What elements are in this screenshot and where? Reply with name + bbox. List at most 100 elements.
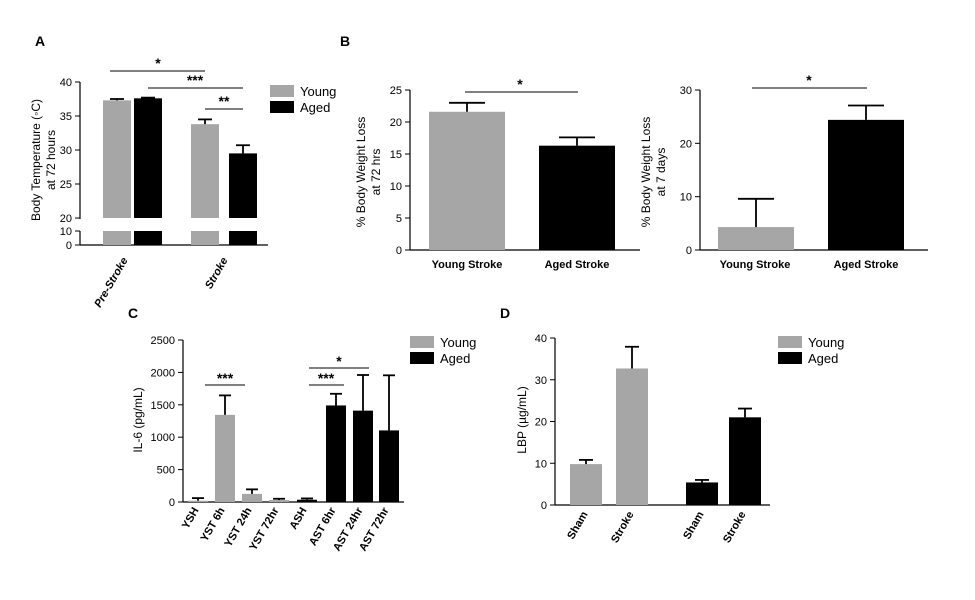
panel-letter-a: A [35, 33, 45, 49]
significance-marker: * [155, 55, 161, 71]
bar-young [429, 111, 505, 250]
legend-swatch-young [270, 85, 294, 97]
bar-young [103, 100, 131, 218]
significance-marker: * [517, 76, 523, 92]
y-tick-label: 2000 [151, 367, 175, 379]
legend-label-aged: Aged [440, 351, 470, 366]
bar-aged [326, 405, 346, 502]
panel-a-body-temperature: A Body Temperature (◦C) at 72 hours 40 3… [29, 33, 336, 310]
bars-group [570, 345, 761, 505]
bar-aged [686, 482, 718, 505]
x-category-label: YSH [180, 505, 202, 531]
y-tick-label: 15 [390, 149, 402, 161]
y-tick-label: 10 [535, 458, 547, 470]
significance-marker: *** [187, 72, 204, 88]
y-tick-label: 10 [60, 226, 72, 238]
y-ticks: 2500 2000 1500 1000 500 0 [151, 335, 183, 509]
y-axis-label-line2: at 72 hrs [369, 149, 383, 196]
bars-group [188, 374, 399, 502]
y-tick-label: 40 [535, 333, 547, 345]
x-category-label: Stroke [721, 510, 749, 546]
y-tick-label: 0 [169, 497, 175, 509]
significance-marker: *** [217, 370, 234, 386]
y-ticks: 40 30 20 10 0 [535, 333, 555, 512]
x-category-label: YST 6h [199, 505, 228, 544]
y-tick-label: 30 [535, 375, 547, 387]
x-category-label: Pre-Stroke [92, 256, 130, 310]
y-tick-label: 500 [157, 465, 175, 477]
legend-swatch-aged [778, 352, 802, 364]
y-tick-label: 35 [60, 111, 72, 123]
panel-d-lbp: D LBP (µg/mL) 40 30 20 10 0 Sham Stroke Sham… [500, 305, 844, 545]
y-ticks: 25 20 15 10 5 0 [390, 85, 410, 257]
panel-letter-c: C [128, 305, 138, 321]
bars-group [718, 104, 904, 250]
bar-aged [353, 410, 373, 502]
legend-swatch-young [778, 336, 802, 348]
bar-young [191, 124, 219, 218]
panel-b-weight-loss-72hrs: B % Body Weight Loss at 72 hrs 25 20 15 10 5… [340, 33, 640, 271]
bar-young [242, 493, 262, 502]
legend-swatch-aged [410, 352, 434, 364]
bar-young-lower [103, 231, 131, 245]
bar-aged [539, 145, 615, 250]
y-tick-label: 40 [60, 77, 72, 89]
y-axis-label-line2: at 7 days [654, 148, 668, 197]
legend-swatch-aged [270, 101, 294, 113]
y-axis-label-line2: at 72 hours [44, 130, 58, 190]
bar-aged-lower [229, 231, 257, 245]
bar-young [215, 414, 235, 502]
y-tick-label: 20 [680, 138, 692, 150]
y-tick-label: 1000 [151, 432, 175, 444]
panel-letter-d: D [500, 305, 510, 321]
y-tick-label: 10 [390, 181, 402, 193]
legend-swatch-young [410, 336, 434, 348]
legend-label-aged: Aged [300, 100, 330, 115]
significance-marker: *** [318, 370, 335, 386]
x-category-label: Stroke [609, 510, 637, 546]
y-axis-label: IL-6 (pg/mL) [131, 387, 145, 452]
y-tick-label: 5 [396, 213, 402, 225]
bars-group [429, 101, 615, 250]
x-category-label: Aged Stroke [834, 259, 899, 271]
y-tick-label: 25 [60, 179, 72, 191]
legend-label-aged: Aged [808, 351, 838, 366]
bar-aged-lower [134, 231, 162, 245]
legend-label-young: Young [440, 335, 476, 350]
bar-young [616, 368, 648, 505]
y-tick-label: 20 [60, 213, 72, 225]
bar-young-lower [191, 231, 219, 245]
y-tick-label: 0 [66, 240, 72, 252]
x-category-label: Sham [681, 509, 706, 541]
bar-aged [134, 98, 162, 218]
legend-label-young: Young [300, 84, 336, 99]
bar-young [188, 500, 208, 502]
bar-aged [379, 430, 399, 502]
x-category-label: Aged Stroke [545, 259, 610, 271]
significance-marker: * [336, 353, 342, 369]
panel-letter-b: B [340, 33, 350, 49]
y-tick-label: 10 [680, 192, 692, 204]
x-category-label: Stroke [203, 256, 231, 292]
legend-label-young: Young [808, 335, 844, 350]
y-axis-label-line1: Body Temperature (◦C) [29, 99, 43, 221]
panel-b-weight-loss-7days: % Body Weight Loss at 7 days 30 20 10 0 You… [639, 72, 928, 271]
x-category-label: Young Stroke [432, 259, 503, 271]
x-category-label: Young Stroke [720, 259, 791, 271]
bar-young [269, 500, 289, 502]
x-category-label: Sham [565, 509, 590, 541]
y-tick-label: 1500 [151, 400, 175, 412]
bars-group [103, 96, 257, 245]
bar-aged [729, 417, 761, 505]
y-tick-label: 2500 [151, 335, 175, 347]
y-ticks: 30 20 10 0 [680, 85, 700, 257]
y-axis-label: LBP (µg/mL) [515, 386, 529, 453]
significance-marker: * [806, 72, 812, 88]
y-tick-label: 20 [390, 117, 402, 129]
y-tick-label: 30 [680, 85, 692, 97]
y-tick-label: 30 [60, 145, 72, 157]
y-axis-label-line1: % Body Weight Loss [354, 117, 368, 228]
bar-young [718, 227, 794, 250]
